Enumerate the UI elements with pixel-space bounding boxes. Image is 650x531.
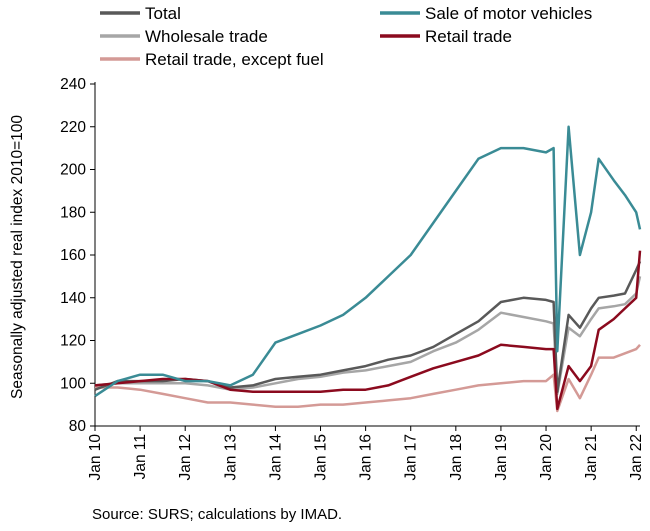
x-tick-label: Jan 14 xyxy=(267,434,284,481)
legend-label-total: Total xyxy=(145,4,181,23)
y-ticks: 80 100 120 140 160 180 200 220 240 xyxy=(60,76,95,435)
x-tick-label: Jan 12 xyxy=(177,434,194,481)
y-tick-label: 140 xyxy=(60,290,86,307)
legend-label-retail: Retail trade xyxy=(425,27,512,46)
legend-label-retail-except-fuel: Retail trade, except fuel xyxy=(145,50,324,69)
y-tick-label: 100 xyxy=(60,375,86,392)
y-tick-label: 200 xyxy=(60,162,86,179)
y-tick-label: 120 xyxy=(60,333,86,350)
y-tick-label: 80 xyxy=(69,418,87,435)
source-note: Source: SURS; calculations by IMAD. xyxy=(92,506,343,523)
series-lines xyxy=(94,125,642,413)
x-tick-label: Jan 13 xyxy=(222,434,239,481)
legend-label-motor-vehicles: Sale of motor vehicles xyxy=(425,4,592,23)
x-tick-label: Jan 22 xyxy=(628,434,645,481)
x-ticks: Jan 10 Jan 11 Jan 12 Jan 13 Jan 14 Jan 15 Jan … xyxy=(87,426,645,481)
x-tick-label: Jan 19 xyxy=(493,434,510,481)
series-line-wholesale-trade xyxy=(94,276,642,396)
y-axis-title: Seasonally adjusted real index 2010=100 xyxy=(9,115,26,399)
y-tick-label: 220 xyxy=(60,119,86,136)
legend-label-wholesale: Wholesale trade xyxy=(145,27,268,46)
y-tick-label: 180 xyxy=(60,204,86,221)
y-tick-label: 240 xyxy=(60,76,86,93)
x-tick-label: Jan 11 xyxy=(132,434,149,479)
x-tick-label: Jan 18 xyxy=(448,434,465,481)
x-tick-label: Jan 16 xyxy=(358,434,375,481)
x-tick-label: Jan 10 xyxy=(87,434,104,481)
x-tick-label: Jan 15 xyxy=(313,434,330,481)
series-line-sale-of-motor-vehicles xyxy=(94,125,642,398)
series-line-retail-trade-except-fuel xyxy=(95,343,641,413)
x-tick-label: Jan 20 xyxy=(538,434,555,481)
x-tick-label: Jan 21 xyxy=(583,434,600,481)
x-tick-label: Jan 17 xyxy=(403,434,420,481)
y-tick-label: 160 xyxy=(60,247,86,264)
axes xyxy=(94,82,640,427)
legend: Total Sale of motor vehicles Wholesale t… xyxy=(100,4,592,69)
